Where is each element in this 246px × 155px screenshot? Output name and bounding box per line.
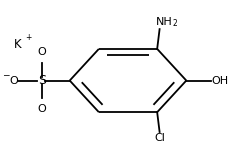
Text: O: O — [37, 47, 46, 57]
Text: +: + — [25, 33, 31, 42]
Text: NH: NH — [156, 17, 173, 27]
Text: −: − — [2, 71, 10, 80]
Text: OH: OH — [212, 75, 229, 86]
Text: O: O — [10, 75, 18, 86]
Text: S: S — [38, 74, 46, 87]
Text: K: K — [14, 38, 21, 51]
Text: 2: 2 — [173, 19, 178, 28]
Text: O: O — [37, 104, 46, 114]
Text: Cl: Cl — [154, 133, 165, 143]
